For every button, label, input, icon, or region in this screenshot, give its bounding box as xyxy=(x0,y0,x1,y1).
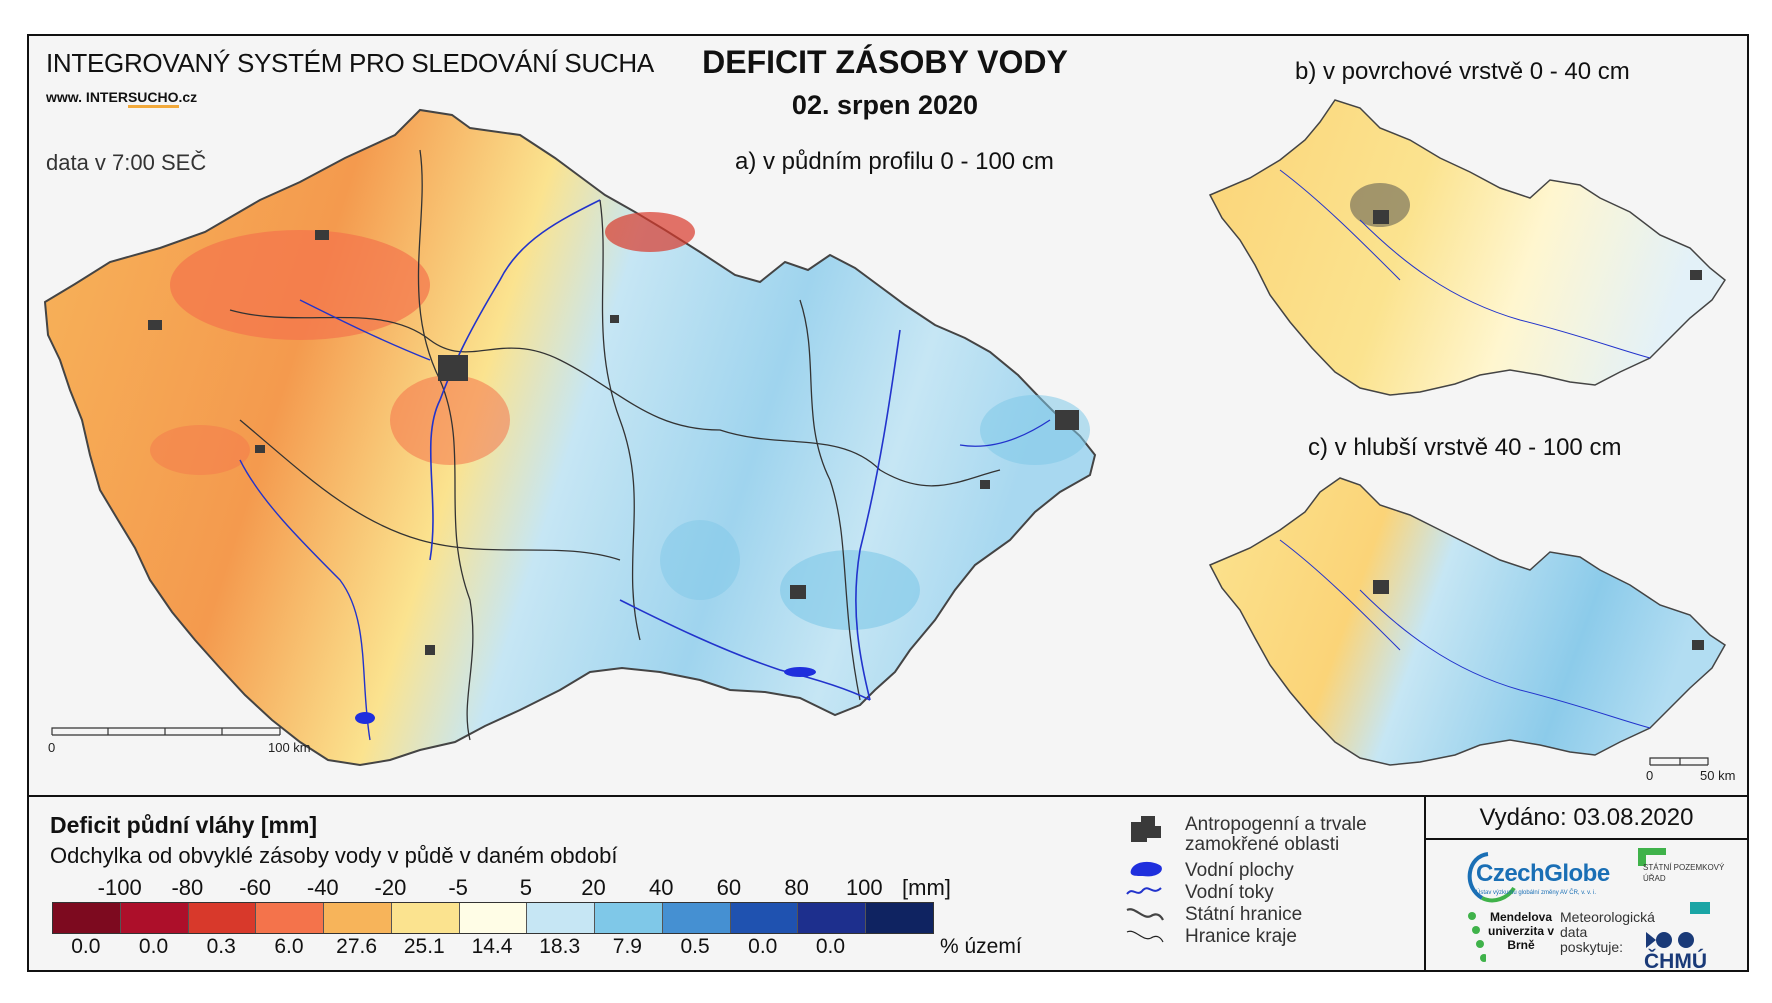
legend-tick: 20 xyxy=(581,875,606,900)
legend-percent: 6.0 xyxy=(274,935,304,958)
legend-swatch xyxy=(459,903,528,933)
legend-percent: 0.0 xyxy=(138,935,169,958)
chmu-logo: ČHMÚ xyxy=(1640,930,1730,973)
legend-percentages: 0.0 0.0 0.3 6.0 27.6 25.1 14.4 18.3 7.9 0.5 0.0 0.0 xyxy=(52,935,932,961)
spu-mark-icon xyxy=(1690,902,1710,914)
legend-panel xyxy=(27,795,1749,974)
legend-percent: 0.0 xyxy=(748,935,778,958)
ostrava-urban xyxy=(1055,410,1079,430)
legend-swatch xyxy=(188,903,257,933)
state-border-icon xyxy=(1126,908,1164,921)
prague-urban xyxy=(438,355,468,381)
map-date: 02. srpen 2020 xyxy=(791,90,979,120)
meteo-credit: Meteorologická data poskytuje: xyxy=(1560,909,1655,955)
map-a-label: a) v půdním profilu 0 - 100 cm xyxy=(735,148,1054,175)
mendel-dots-icon xyxy=(1468,912,1486,962)
legend-percent: 14.4 xyxy=(471,935,513,958)
map-c-label: c) v hlubší vrstvě 40 - 100 cm xyxy=(1308,434,1622,461)
legend-title: Deficit půdní vláhy [mm] xyxy=(50,812,318,838)
legend-tick: -5 xyxy=(448,875,468,900)
legend-swatch xyxy=(798,903,867,933)
legend-percent: 0.5 xyxy=(680,935,710,958)
legend-percent: 0.0 xyxy=(815,935,846,958)
legend-swatch xyxy=(662,903,731,933)
legend-tick: 60 xyxy=(716,875,742,900)
legend-swatch xyxy=(256,903,325,933)
czech-outline-c xyxy=(1208,477,1726,766)
legend-percent: 18.3 xyxy=(539,935,581,958)
scale-end: 100 km xyxy=(268,740,311,755)
legend-percent: 25.1 xyxy=(403,935,445,958)
region-border-icon xyxy=(1126,930,1164,943)
legend-tick: -100 xyxy=(97,875,142,900)
czech-outline-b xyxy=(1208,99,1726,396)
legend-tick: 5 xyxy=(519,875,532,900)
legend-tick: -40 xyxy=(306,875,339,900)
legend-percent: 0.0 xyxy=(71,935,101,958)
percent-unit: % území xyxy=(940,935,1022,958)
legend-swatch xyxy=(391,903,460,933)
footer-divider xyxy=(1424,838,1749,840)
legend-tick: -60 xyxy=(239,875,271,900)
site-link[interactable]: www. INTERSUCHO.cz xyxy=(46,89,197,108)
brno-urban xyxy=(790,585,806,599)
river-icon xyxy=(1126,887,1162,895)
czechglobe-swoosh-icon xyxy=(1467,852,1516,903)
footer-panel xyxy=(1424,795,1751,972)
legend-colorbar xyxy=(52,902,934,934)
map-b-label: b) v povrchové vrstvě 0 - 40 cm xyxy=(1295,58,1630,85)
legend-swatch xyxy=(53,903,121,933)
legend-swatch xyxy=(595,903,663,933)
legend-swatch xyxy=(866,903,933,933)
scale-small-end: 50 km xyxy=(1700,768,1735,783)
legend-subtitle: Odchylka od obvyklé zásoby vody v půdě v… xyxy=(50,843,618,868)
system-title: INTEGROVANÝ SYSTÉM PRO SLEDOVÁNÍ SUCHA xyxy=(46,48,654,78)
legend-ticks: -100 -80 -60 -40 -20 -5 5 20 40 60 80 100 xyxy=(52,875,932,903)
legend-swatch xyxy=(324,903,392,933)
legend-unit: [mm] xyxy=(902,875,951,900)
legend-swatch xyxy=(730,903,799,933)
issued-date: Vydáno: 03.08.2020 xyxy=(1479,804,1694,831)
legend-percent: 27.6 xyxy=(336,935,378,958)
legend-tick: -80 xyxy=(171,875,204,900)
scale-zero: 0 xyxy=(48,740,55,755)
legend-tick: 100 xyxy=(845,875,883,900)
legend-swatch xyxy=(120,903,189,933)
legend-tick: 40 xyxy=(648,875,674,900)
urban-icon xyxy=(1131,816,1161,842)
legend-swatch xyxy=(527,903,596,933)
chmu-mark-icon xyxy=(1646,932,1694,948)
legend-tick: -20 xyxy=(374,875,407,900)
czechglobe-logo: CzechGlobe Ústav výzkumu globální změny … xyxy=(1458,846,1610,906)
legend-percent: 0.3 xyxy=(206,935,236,958)
mendel-logo: Mendelova univerzita v Brně xyxy=(1466,910,1576,970)
scale-small-zero: 0 xyxy=(1646,768,1653,783)
main-title: DEFICIT ZÁSOBY VODY xyxy=(702,44,1068,80)
spu-logo: STÁTNÍ POZEMKOVÝ ÚŘAD xyxy=(1638,848,1728,918)
legend-tick: 80 xyxy=(784,875,809,900)
water-body-icon xyxy=(1130,861,1162,877)
data-time: data v 7:00 SEČ xyxy=(46,150,207,175)
legend-percent: 7.9 xyxy=(612,935,642,958)
spu-flag-icon xyxy=(1638,848,1666,866)
